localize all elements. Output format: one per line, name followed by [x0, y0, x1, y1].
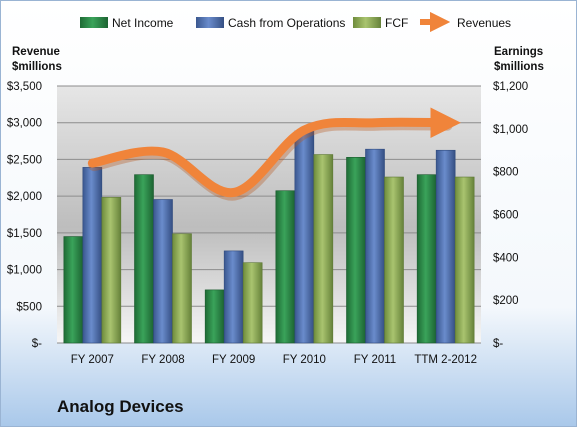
bar-cash-from-operations — [153, 199, 173, 344]
category-label: TTM 2-2012 — [414, 354, 477, 366]
bar-fcf — [172, 233, 192, 344]
plot-area — [57, 86, 481, 343]
right-axis-tick-label: $400 — [493, 252, 519, 264]
bars — [63, 130, 475, 344]
right-axis-tick-label: $600 — [493, 210, 519, 222]
left-axis-tick-label: $2,000 — [7, 191, 42, 203]
category-label: FY 2007 — [71, 354, 114, 366]
category-label: FY 2011 — [354, 354, 396, 366]
right-axis-title-line2: $millions — [494, 61, 544, 73]
bar-net-income — [346, 157, 366, 344]
left-axis-tick-label: $1,000 — [7, 265, 42, 277]
category-axis: FY 2007 FY 2008 FY 2009 FY 2010 FY 2011 TTM 2… — [71, 354, 477, 366]
legend-label-net-income: Net Income — [112, 16, 174, 30]
left-axis-tick-label: $2,500 — [7, 154, 42, 166]
revenue-line — [87, 107, 461, 197]
category-label: FY 2010 — [283, 354, 326, 366]
bar-net-income — [275, 190, 296, 344]
bar-fcf — [101, 197, 122, 344]
bar-net-income — [204, 289, 225, 344]
legend-swatch-fcf — [353, 17, 381, 28]
right-axis-tick-label: $1,000 — [493, 124, 528, 136]
company-name: Analog Devices — [57, 397, 184, 416]
bar-net-income — [134, 174, 154, 344]
right-axis-tick-label: $800 — [493, 167, 519, 179]
legend-label-fcf: FCF — [385, 16, 408, 30]
bar-cash-from-operations — [365, 148, 385, 344]
bar-fcf — [384, 176, 404, 344]
left-axis: $- $500 $1,000 $1,500 $2,000 $2,500 $3,000 $3,5… — [7, 81, 42, 350]
bar-cash-from-operations — [82, 167, 103, 344]
left-axis-tick-label: $1,500 — [7, 228, 42, 240]
category-label: FY 2008 — [141, 354, 184, 366]
legend-swatch-net-income — [80, 17, 108, 28]
revenue-line-layer — [87, 107, 461, 201]
left-axis-tick-label: $- — [32, 338, 42, 350]
right-axis-title-line1: Earnings — [494, 46, 543, 58]
left-axis-tick-label: $3,500 — [7, 81, 42, 93]
legend-swatch-cash-from-operations — [196, 17, 224, 28]
bar-cash-from-operations — [294, 130, 315, 344]
right-axis-tick-label: $1,200 — [493, 81, 528, 93]
bar-net-income — [416, 174, 437, 344]
legend-label-revenues: Revenues — [457, 16, 511, 30]
right-axis: $- $200 $400 $600 $800 $1,000 $1,200 — [493, 81, 528, 350]
legend: Net Income Cash from Operations FCF Reve… — [80, 11, 511, 33]
bar-fcf — [454, 176, 475, 344]
bar-cash-from-operations — [435, 149, 456, 344]
left-axis-title-line2: $millions — [12, 61, 62, 73]
left-axis-title-line1: Revenue — [12, 46, 60, 58]
right-axis-tick-label: $200 — [493, 295, 519, 307]
left-axis-tick-label: $500 — [16, 301, 42, 313]
legend-label-cash-from-operations: Cash from Operations — [228, 16, 345, 30]
bar-fcf — [242, 262, 263, 344]
right-axis-tick-label: $- — [493, 338, 503, 350]
bar-net-income — [63, 236, 84, 344]
bar-cash-from-operations — [223, 250, 244, 344]
left-axis-tick-label: $3,000 — [7, 118, 42, 130]
category-label: FY 2009 — [212, 354, 255, 366]
bar-fcf — [313, 154, 334, 344]
